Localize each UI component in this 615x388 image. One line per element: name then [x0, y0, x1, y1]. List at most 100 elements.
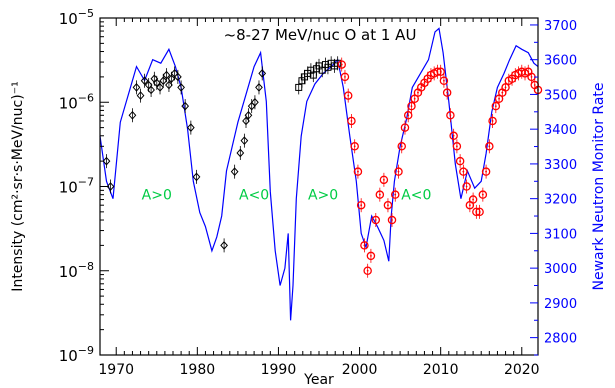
y-tick-label: 10−7: [59, 176, 94, 197]
data-point: [383, 200, 393, 210]
x-tick-label: 2000: [342, 362, 378, 378]
data-point-center: [446, 91, 449, 94]
data-point: [455, 156, 465, 166]
x-tick-label: 1990: [261, 362, 297, 378]
data-point: [240, 136, 249, 146]
data-point: [371, 215, 381, 225]
data-point-center: [488, 145, 491, 148]
data-point: [403, 111, 413, 120]
data-point-center: [420, 86, 423, 89]
polarity-label: A<0: [239, 188, 269, 204]
y2-tick-label: 2800: [544, 332, 577, 347]
data-point: [390, 190, 400, 199]
data-point: [236, 148, 245, 158]
polarity-label: A>0: [142, 188, 172, 204]
data-point: [439, 76, 449, 85]
data-point-center: [443, 79, 445, 82]
data-point: [136, 91, 145, 100]
data-point-center: [452, 134, 455, 137]
data-point-center: [344, 75, 346, 78]
data-point: [353, 167, 363, 176]
y-tick-label: 10−5: [59, 7, 94, 28]
y2-tick-label: 3600: [544, 54, 577, 69]
data-point: [478, 190, 488, 199]
data-point: [334, 59, 342, 67]
data-point-center: [485, 170, 487, 173]
data-point: [255, 83, 263, 92]
data-point: [468, 195, 478, 204]
data-point-center: [400, 145, 403, 148]
data-point-center: [426, 77, 429, 80]
y2-tick-label: 3500: [544, 88, 577, 103]
y2-tick-label: 3700: [544, 19, 577, 34]
data-point-center: [468, 204, 471, 207]
data-point-center: [465, 185, 468, 188]
x-tick-label: 2020: [504, 362, 540, 378]
data-point: [162, 70, 171, 80]
data-point-center: [511, 77, 513, 80]
y-tick-label: 10−8: [59, 260, 94, 281]
data-point-center: [501, 91, 504, 94]
data-point: [177, 83, 185, 92]
data-point-center: [439, 70, 442, 73]
y-tick-label: 10−6: [59, 91, 94, 112]
data-point: [475, 207, 484, 217]
data-point-center: [394, 193, 397, 196]
y2-tick-label: 3200: [544, 193, 577, 208]
data-point-center: [340, 63, 343, 66]
x-axis-label: Year: [303, 372, 334, 388]
x-tick-label: 1980: [180, 362, 216, 378]
data-point-center: [353, 145, 356, 148]
data-point: [397, 142, 406, 151]
data-layer: [99, 27, 543, 321]
data-point: [363, 266, 372, 275]
data-point-center: [350, 120, 353, 122]
data-point-center: [462, 170, 465, 173]
data-point-center: [347, 94, 350, 97]
data-point: [491, 101, 501, 111]
data-point: [159, 76, 168, 86]
data-point: [140, 76, 149, 86]
data-point: [156, 83, 164, 92]
data-point-center: [478, 210, 481, 213]
data-point-center: [366, 269, 369, 272]
data-point: [186, 123, 195, 132]
data-point: [350, 142, 359, 151]
data-point: [298, 77, 306, 85]
data-point: [192, 172, 201, 182]
data-point-center: [360, 204, 363, 207]
data-point-center: [530, 75, 533, 78]
data-point: [394, 167, 403, 176]
data-point: [337, 60, 346, 69]
polarity-label: A<0: [401, 188, 431, 204]
y2-tick-label: 3300: [544, 158, 577, 173]
data-point: [485, 142, 494, 151]
data-point: [481, 167, 491, 176]
data-point: [375, 190, 385, 199]
data-point-center: [472, 198, 475, 201]
data-point-center: [363, 244, 366, 247]
data-point: [230, 167, 239, 177]
data-point: [167, 74, 176, 84]
data-point-center: [410, 105, 413, 108]
data-point-center: [504, 86, 507, 89]
data-point-center: [527, 70, 530, 73]
y2-axis-label: Newark Neutron Monitor Rate: [591, 83, 607, 291]
data-point: [147, 85, 155, 95]
data-point: [452, 142, 462, 151]
data-point: [387, 215, 397, 225]
data-point: [366, 251, 376, 261]
data-point: [488, 116, 497, 126]
data-point-center: [357, 170, 359, 173]
data-point-center: [417, 91, 419, 94]
data-point: [340, 72, 350, 82]
data-point: [347, 116, 356, 126]
data-point: [220, 241, 228, 250]
data-point: [173, 72, 182, 82]
data-point-center: [494, 105, 497, 108]
data-point: [400, 123, 410, 132]
data-point-center: [378, 193, 381, 196]
data-point: [356, 200, 366, 210]
y2-tick-label: 3100: [544, 227, 577, 242]
